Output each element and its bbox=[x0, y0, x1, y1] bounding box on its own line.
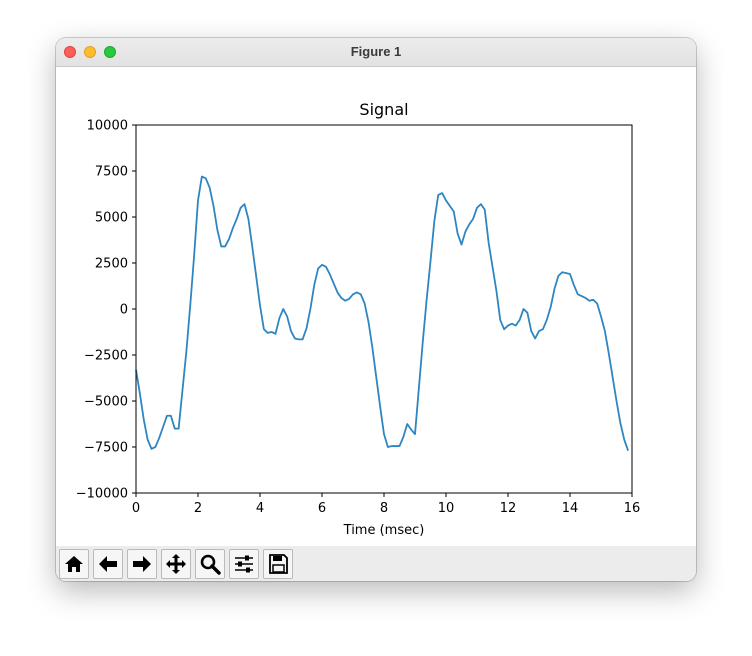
y-axis-ticks: 10000 7500 5000 2500 0 −2500 −5000 −7500 −10000 bbox=[76, 119, 136, 502]
home-icon bbox=[65, 556, 83, 572]
save-button[interactable] bbox=[263, 549, 293, 579]
title-bar[interactable]: Figure 1 bbox=[56, 38, 696, 67]
floppy-disk-icon bbox=[269, 554, 288, 574]
magnifier-icon bbox=[200, 554, 221, 575]
arrow-right-icon bbox=[133, 556, 151, 572]
signal-chart: Signal 10000 7500 5000 2500 0 −2500 −5000 −7500… bbox=[76, 100, 641, 538]
y-tick-label: −5000 bbox=[84, 395, 128, 410]
x-axis-ticks: 0 2 4 6 8 10 12 14 16 bbox=[132, 493, 640, 516]
forward-button[interactable] bbox=[127, 549, 157, 579]
signal-series-line bbox=[135, 175, 629, 451]
maximize-window-button[interactable] bbox=[104, 46, 116, 58]
x-tick-label: 8 bbox=[380, 501, 388, 516]
y-tick-label: 0 bbox=[120, 303, 128, 318]
back-button[interactable] bbox=[93, 549, 123, 579]
y-tick-label: −7500 bbox=[84, 441, 128, 456]
y-tick-label: 5000 bbox=[95, 211, 128, 226]
figure-window: Figure 1 Signal 10000 7500 5000 2500 0 −2500 −… bbox=[56, 38, 696, 581]
sliders-icon bbox=[235, 555, 253, 573]
y-tick-label: −10000 bbox=[76, 487, 128, 502]
x-tick-label: 0 bbox=[132, 501, 140, 516]
x-axis-label: Time (msec) bbox=[343, 523, 425, 538]
y-tick-label: 2500 bbox=[95, 257, 128, 272]
home-button[interactable] bbox=[59, 549, 89, 579]
figure-canvas[interactable]: Signal 10000 7500 5000 2500 0 −2500 −5000 −7500… bbox=[56, 67, 696, 547]
y-tick-label: 7500 bbox=[95, 165, 128, 180]
plot-area-frame bbox=[135, 124, 633, 494]
navigation-toolbar bbox=[56, 546, 696, 581]
x-tick-label: 10 bbox=[438, 501, 455, 516]
chart-title: Signal bbox=[359, 100, 408, 119]
window-title: Figure 1 bbox=[350, 44, 402, 59]
x-tick-label: 4 bbox=[256, 501, 264, 516]
move-icon bbox=[166, 554, 186, 574]
y-tick-label: −2500 bbox=[84, 349, 128, 364]
x-tick-label: 6 bbox=[318, 501, 326, 516]
arrow-left-icon bbox=[99, 556, 117, 572]
configure-subplots-button[interactable] bbox=[229, 549, 259, 579]
y-tick-label: 10000 bbox=[87, 119, 128, 134]
x-tick-label: 14 bbox=[562, 501, 579, 516]
minimize-window-button[interactable] bbox=[84, 46, 96, 58]
x-tick-label: 2 bbox=[194, 501, 202, 516]
close-window-button[interactable] bbox=[64, 46, 76, 58]
x-tick-label: 12 bbox=[500, 501, 517, 516]
zoom-button[interactable] bbox=[195, 549, 225, 579]
x-tick-label: 16 bbox=[624, 501, 641, 516]
pan-button[interactable] bbox=[161, 549, 191, 579]
